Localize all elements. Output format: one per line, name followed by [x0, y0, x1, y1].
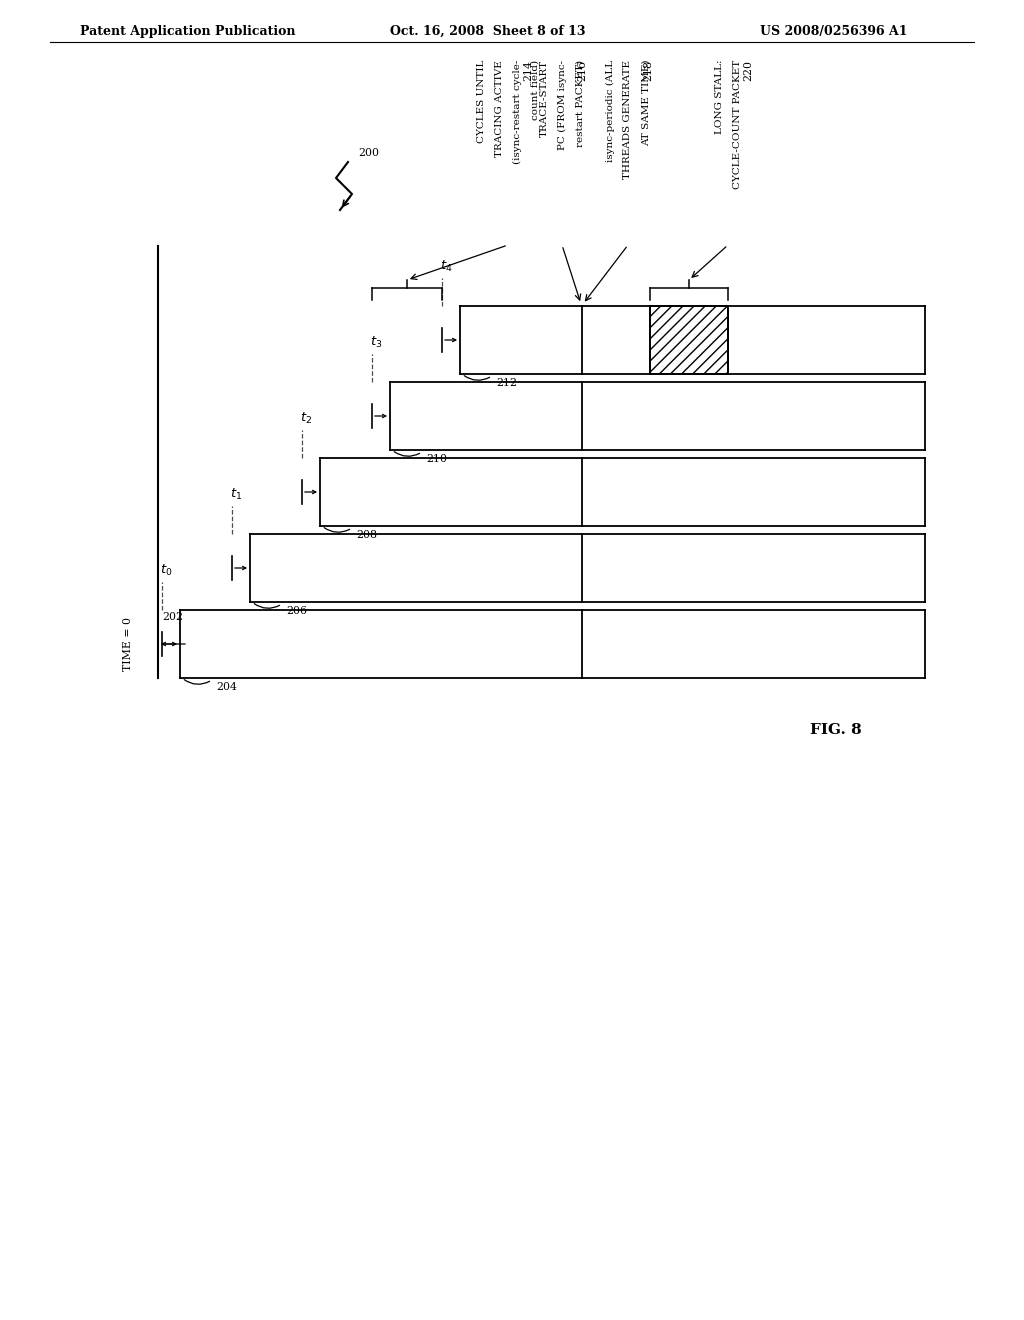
Text: CYCLES UNTIL: CYCLES UNTIL	[476, 59, 485, 144]
Text: $t_2$: $t_2$	[300, 411, 312, 426]
Text: $t_3$: $t_3$	[370, 335, 382, 350]
Text: TIME = 0: TIME = 0	[123, 616, 133, 671]
Text: TRACE-START: TRACE-START	[540, 59, 549, 137]
Text: 200: 200	[358, 148, 379, 158]
Text: 210: 210	[426, 454, 447, 465]
Text: LONG STALL:: LONG STALL:	[715, 59, 724, 135]
Text: (isync-restart cycle-: (isync-restart cycle-	[512, 59, 521, 165]
Text: $t_0$: $t_0$	[160, 562, 172, 578]
Text: Oct. 16, 2008  Sheet 8 of 13: Oct. 16, 2008 Sheet 8 of 13	[390, 25, 586, 38]
Text: 202: 202	[162, 612, 183, 622]
Text: $t_4$: $t_4$	[439, 259, 453, 275]
Text: AT SAME TIME): AT SAME TIME)	[641, 59, 650, 147]
Text: count field): count field)	[530, 59, 540, 120]
Text: 220: 220	[743, 59, 753, 81]
Text: US 2008/0256396 A1: US 2008/0256396 A1	[760, 25, 907, 38]
Text: 216: 216	[577, 59, 587, 81]
Text: 212: 212	[496, 378, 517, 388]
Text: Patent Application Publication: Patent Application Publication	[80, 25, 296, 38]
Text: 208: 208	[356, 531, 377, 540]
Text: FIG. 8: FIG. 8	[810, 723, 862, 737]
Text: THREADS GENERATE: THREADS GENERATE	[624, 59, 633, 180]
Text: CYCLE-COUNT PACKET: CYCLE-COUNT PACKET	[732, 59, 741, 189]
Text: 204: 204	[216, 682, 237, 692]
Text: $t_1$: $t_1$	[230, 487, 242, 502]
Text: isync-periodic (ALL: isync-periodic (ALL	[605, 59, 614, 162]
Text: 214: 214	[523, 59, 534, 81]
Bar	[650, 306, 728, 374]
Text: restart PACKET): restart PACKET)	[575, 59, 585, 147]
Text: 206: 206	[286, 606, 307, 616]
Text: TRACING ACTIVE: TRACING ACTIVE	[495, 59, 504, 157]
Text: 218: 218	[643, 59, 653, 81]
Text: PC (FROM isync-: PC (FROM isync-	[557, 59, 566, 150]
